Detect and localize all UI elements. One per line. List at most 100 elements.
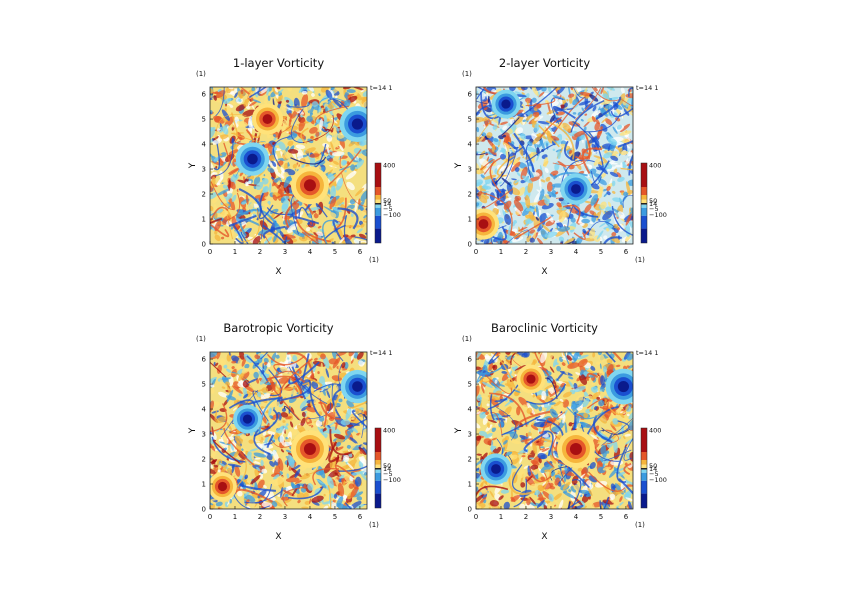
x-tick-label: 0 — [208, 513, 212, 521]
y-tick-label: 3 — [468, 431, 472, 439]
x-unit-label: (1) — [635, 521, 645, 529]
time-label: t=14 1 — [370, 349, 392, 357]
colorbar-segment — [641, 472, 647, 481]
colorbar-segment — [375, 480, 381, 494]
time-label: t=14 1 — [636, 349, 658, 357]
panel-title: 2-layer Vorticity — [499, 56, 590, 70]
y-tick-label: 2 — [468, 456, 472, 464]
y-tick-label: 4 — [202, 141, 207, 149]
colorbar-label: 14 — [649, 465, 657, 473]
vortex-mark — [478, 219, 489, 229]
colorbar-segment — [375, 460, 381, 465]
colorbar-label: −5 — [649, 470, 659, 478]
panel-title: 1-layer Vorticity — [233, 56, 324, 70]
colorbar-segment — [375, 199, 381, 203]
y-tick-label: 6 — [468, 356, 473, 364]
x-tick-label: 1 — [499, 248, 503, 256]
vortex-mark — [491, 464, 501, 474]
x-axis-label: X — [275, 267, 281, 277]
colorbar-label: 50 — [649, 462, 657, 470]
colorbar-segment — [375, 468, 381, 470]
vortex-mark — [501, 99, 511, 109]
colorbar-label: −100 — [383, 476, 401, 484]
y-tick-label: 4 — [468, 141, 473, 149]
x-axis-label: X — [541, 267, 547, 277]
y-tick-label: 5 — [468, 116, 472, 124]
colorbar-segment — [641, 204, 647, 208]
y-tick-label: 0 — [202, 241, 206, 249]
x-tick-label: 2 — [524, 248, 528, 256]
colorbar-label: 50 — [383, 462, 391, 470]
colorbar-label: 14 — [383, 465, 391, 473]
panel-1: 1-layer Vorticity (1) t=14 1 0 1 2 3 4 5 6 0 1 2 3 4 5 6… — [188, 56, 401, 277]
colorbar-label: −100 — [649, 211, 667, 219]
colorbar-segment — [641, 203, 647, 205]
vortex-mark — [242, 414, 253, 424]
colorbar-segment — [641, 199, 647, 203]
colorbar-segment — [375, 472, 381, 481]
time-label: t=14 1 — [370, 84, 392, 92]
plot-frame — [475, 351, 634, 510]
colorbar-segment — [375, 452, 381, 460]
colorbar-segment — [375, 428, 381, 452]
vorticity-field — [476, 352, 633, 509]
x-tick-label: 1 — [233, 513, 237, 521]
x-tick-label: 0 — [474, 248, 478, 256]
x-tick-label: 3 — [549, 513, 553, 521]
colorbar-segment — [641, 187, 647, 195]
y-unit-label: (1) — [196, 70, 206, 78]
plot-frame — [209, 86, 368, 245]
vorticity-field — [476, 87, 633, 244]
colorbar-segment — [641, 464, 647, 468]
colorbar-segment — [375, 215, 381, 229]
y-tick-label: 1 — [202, 481, 206, 489]
colorbar-label: 50 — [383, 197, 391, 205]
colorbar-segment — [641, 228, 647, 243]
colorbar-segment — [375, 469, 381, 473]
y-unit-label: (1) — [462, 335, 472, 343]
plot-frame — [475, 86, 634, 245]
x-axis-label: X — [541, 532, 547, 542]
vortex-mark — [351, 118, 364, 130]
vortex-mark — [352, 381, 363, 392]
colorbar-segment — [375, 195, 381, 200]
y-tick-label: 6 — [468, 91, 473, 99]
colorbar-label: 400 — [383, 427, 395, 435]
y-tick-label: 6 — [202, 356, 207, 364]
y-tick-label: 2 — [468, 191, 472, 199]
colorbar-segment — [375, 163, 381, 187]
colorbar-label: 400 — [383, 162, 395, 170]
x-tick-label: 0 — [474, 513, 478, 521]
x-tick-label: 6 — [624, 248, 629, 256]
vortex-mark — [262, 114, 273, 124]
y-tick-label: 0 — [468, 506, 472, 514]
colorbar-segment — [641, 428, 647, 452]
x-tick-label: 0 — [208, 248, 212, 256]
x-tick-label: 2 — [258, 248, 262, 256]
y-tick-label: 0 — [468, 241, 472, 249]
colorbar-segment — [641, 215, 647, 229]
vortex-mark — [303, 179, 316, 192]
y-tick-label: 5 — [202, 381, 206, 389]
x-tick-label: 4 — [574, 513, 579, 521]
y-axis-label: Y — [188, 427, 198, 434]
colorbar-segment — [641, 195, 647, 200]
x-tick-label: 4 — [308, 513, 313, 521]
colorbar-segment — [641, 452, 647, 460]
colorbar-segment — [641, 493, 647, 508]
y-tick-label: 1 — [468, 216, 472, 224]
colorbar-segment — [641, 460, 647, 465]
colorbar-label: 14 — [649, 200, 657, 208]
x-axis-label: X — [275, 532, 281, 542]
vortex-mark — [217, 481, 228, 492]
vorticity-field — [210, 87, 367, 244]
x-tick-label: 6 — [624, 513, 629, 521]
y-tick-label: 2 — [202, 456, 206, 464]
y-tick-label: 2 — [202, 191, 206, 199]
y-unit-label: (1) — [462, 70, 472, 78]
colorbar-label: 400 — [649, 427, 661, 435]
x-tick-label: 2 — [258, 513, 262, 521]
colorbar-segment — [641, 480, 647, 494]
